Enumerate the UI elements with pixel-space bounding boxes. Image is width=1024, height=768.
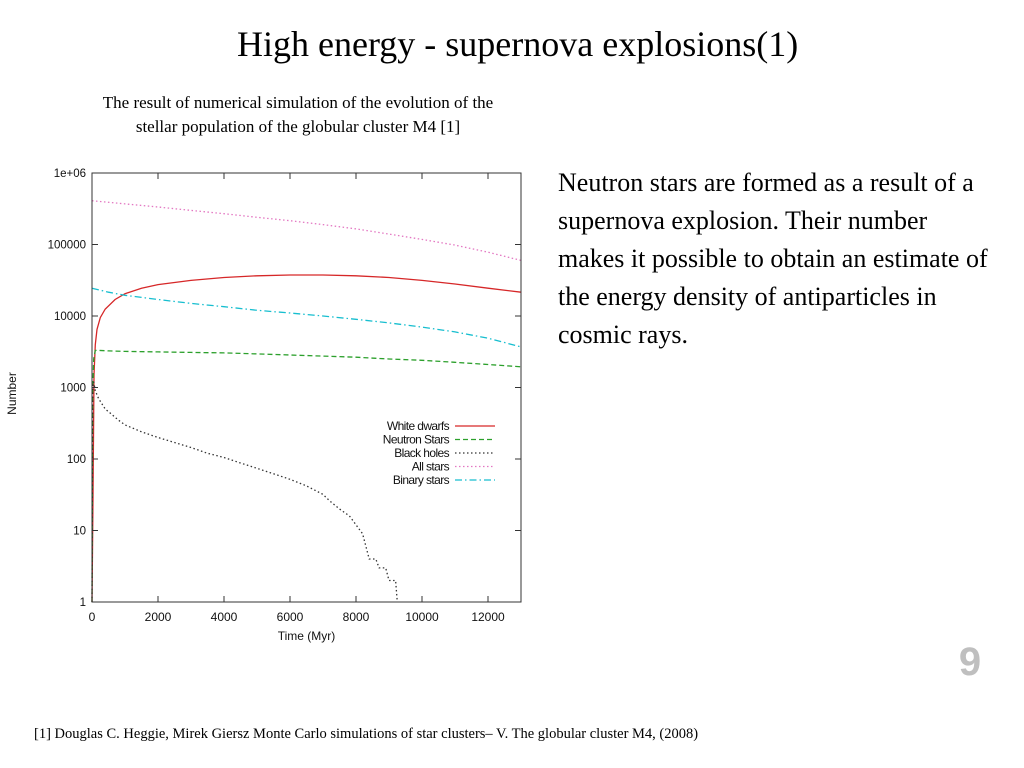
- reference-footnote: [1] Douglas C. Heggie, Mirek Giersz Mont…: [34, 726, 699, 742]
- axis-ticks: 0 2000 4000 6000 8000 10000 12000 1 10 100 1000 100…: [48, 168, 521, 624]
- legend-label-black-holes: Black holes: [394, 446, 449, 460]
- slide-title: High energy - supernova explosions(1): [237, 24, 799, 64]
- page-number: 9: [958, 640, 982, 684]
- population-chart: 0 2000 4000 6000 8000 10000 12000 1 10 100 1000 100…: [5, 168, 522, 643]
- x-tick-label: 4000: [211, 610, 238, 624]
- series-line-white-dwarfs: [91, 274, 522, 603]
- x-tick-label: 2000: [145, 610, 172, 624]
- series-line-neutron-stars: [91, 349, 522, 603]
- legend-label-white-dwarfs: White dwarfs: [387, 419, 450, 433]
- y-tick-label: 1: [80, 597, 86, 609]
- y-tick-label: 1e+06: [54, 168, 86, 180]
- y-tick-label: 10000: [54, 311, 86, 323]
- x-tick-label: 6000: [277, 610, 304, 624]
- y-axis-label: Number: [5, 372, 19, 415]
- x-tick-label: 0: [89, 610, 96, 624]
- figure-caption: The result of numerical simulation of th…: [102, 93, 494, 136]
- body-paragraph: Neutron stars are formed as a result of …: [558, 168, 988, 349]
- series-line-all-stars: [91, 200, 522, 262]
- series-line-black-holes: [91, 381, 398, 603]
- y-tick-label: 100000: [48, 240, 86, 252]
- y-tick-label: 100: [67, 454, 86, 466]
- x-tick-label: 8000: [343, 610, 370, 624]
- legend-label-all-stars: All stars: [412, 460, 450, 474]
- legend-label-binary-stars: Binary stars: [393, 473, 450, 487]
- series-layer: [91, 200, 522, 603]
- series-line-binary-stars: [91, 287, 522, 348]
- y-tick-label: 1000: [60, 383, 86, 395]
- legend-label-neutron-stars: Neutron Stars: [383, 433, 450, 447]
- plot-frame: [91, 172, 522, 603]
- x-tick-label: 10000: [405, 610, 439, 624]
- y-tick-label: 10: [73, 526, 86, 538]
- x-axis-label: Time (Myr): [278, 629, 336, 643]
- x-tick-label: 12000: [471, 610, 505, 624]
